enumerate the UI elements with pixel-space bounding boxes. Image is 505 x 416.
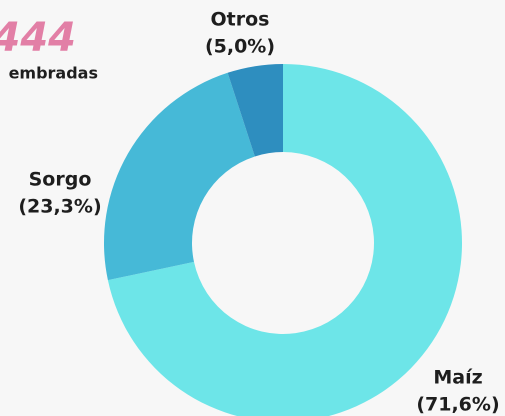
slice-value-label: (5,0%) xyxy=(205,36,275,58)
slice xyxy=(227,64,283,157)
annotation: 444 xyxy=(0,15,76,61)
slice xyxy=(107,64,462,416)
slice xyxy=(104,72,255,281)
slice-label: Maíz xyxy=(433,367,482,389)
slice-value-label: (23,3%) xyxy=(18,196,101,218)
annotation: embradas xyxy=(9,64,98,83)
slice-label: Sorgo xyxy=(29,169,92,191)
slice-value-label: (71,6%) xyxy=(416,394,499,416)
slice-label: Otros xyxy=(211,9,270,31)
